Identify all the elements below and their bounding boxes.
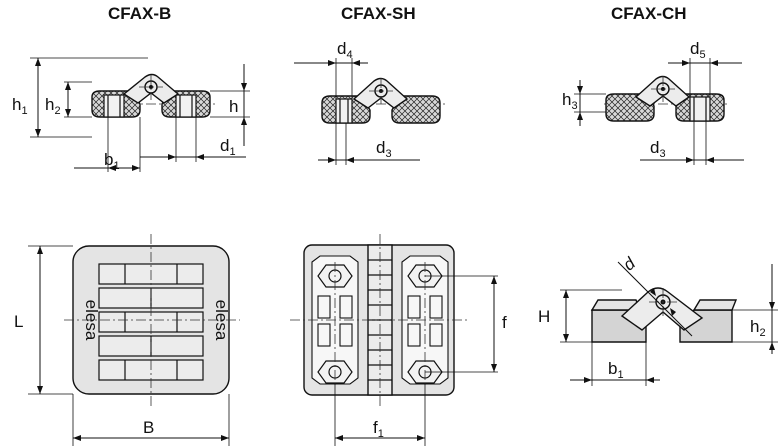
title-cfax-sh: CFAX-SH	[341, 4, 416, 23]
label-d: d	[620, 253, 640, 274]
cfax-sh-side-view	[321, 77, 448, 124]
label-h2: h2	[45, 95, 61, 117]
cfax-b-side-view	[91, 73, 218, 118]
elesa-logo-right: elesa	[212, 300, 231, 341]
cfax-b-front-dimensions	[28, 245, 230, 446]
cfax-sh-front-view	[290, 234, 470, 408]
cfax-b-front-view	[64, 234, 240, 408]
title-cfax-ch: CFAX-CH	[611, 4, 687, 23]
cfax-sh-dimensions	[294, 58, 420, 165]
label-B: B	[143, 418, 154, 437]
label-f: f	[502, 313, 507, 332]
label-b1-ch: b1	[608, 359, 624, 381]
label-d5: d5	[690, 39, 706, 61]
cfax-sh-front-dimensions	[334, 275, 498, 446]
label-d4: d4	[337, 39, 353, 61]
label-h3: h3	[562, 90, 578, 112]
label-h: h	[229, 97, 238, 116]
cfax-ch-iso-dimensions	[560, 261, 778, 386]
label-h1: h1	[12, 95, 28, 117]
elesa-logo-left: elesa	[82, 300, 101, 341]
label-d1: d1	[220, 136, 236, 158]
label-H: H	[538, 307, 550, 326]
cfax-ch-dimensions	[574, 58, 744, 165]
label-b1: b1	[104, 150, 120, 172]
title-cfax-b: CFAX-B	[108, 4, 171, 23]
cfax-b-dimensions	[30, 57, 250, 172]
label-f1: f1	[373, 418, 384, 440]
label-d3-sh: d3	[376, 138, 392, 160]
cfax-ch-side-view	[604, 75, 730, 122]
label-h2-ch: h2	[750, 317, 766, 339]
label-L: L	[14, 312, 23, 331]
label-d3-ch: d3	[650, 138, 666, 160]
cfax-ch-iso-view	[590, 287, 738, 343]
